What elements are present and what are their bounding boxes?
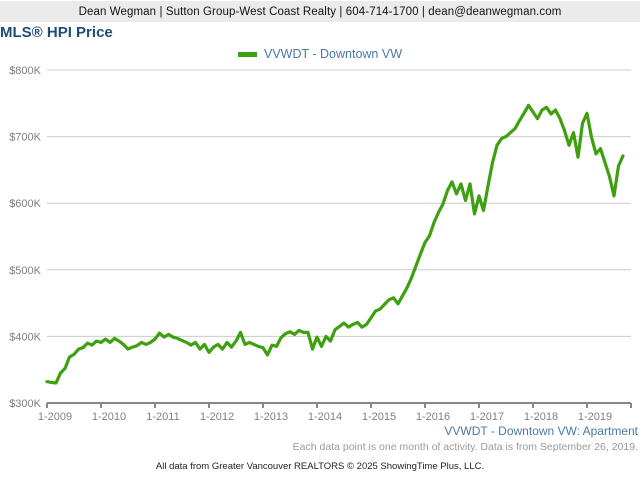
y-axis-tick-label: $600K bbox=[9, 198, 41, 210]
x-axis-tick-label: 1-2009 bbox=[38, 411, 72, 423]
x-axis-tick-label: 1-2017 bbox=[470, 411, 504, 423]
x-axis-tick-label: 1-2011 bbox=[146, 411, 179, 423]
legend-swatch-icon bbox=[238, 51, 257, 57]
contact-line: Dean Wegman | Sutton Group-West Coast Re… bbox=[78, 5, 562, 18]
y-axis-tick-label: $300K bbox=[9, 398, 41, 410]
attribution-line: All data from Greater Vancouver REALTORS… bbox=[155, 461, 485, 472]
page-title: MLS® HPI Price bbox=[0, 24, 113, 41]
header-bar: Dean Wegman | Sutton Group-West Coast Re… bbox=[0, 1, 640, 22]
x-axis-tick-label: 1-2018 bbox=[524, 411, 558, 423]
x-axis-tick-label: 1-2010 bbox=[92, 411, 126, 423]
legend-label: VVWDT - Downtown VW bbox=[264, 47, 402, 61]
series-sublabel: VVWDT - Downtown VW: Apartment bbox=[444, 424, 638, 438]
x-axis-tick-label: 1-2013 bbox=[254, 411, 288, 423]
data-note: Each data point is one month of activity… bbox=[292, 441, 638, 453]
x-axis-tick-label: 1-2016 bbox=[416, 411, 450, 423]
x-axis-tick-label: 1-2019 bbox=[578, 411, 612, 423]
x-axis-tick-label: 1-2012 bbox=[200, 411, 234, 423]
y-axis-tick-label: $500K bbox=[9, 265, 41, 277]
y-axis-tick-label: $400K bbox=[9, 331, 41, 343]
x-axis-tick-label: 1-2015 bbox=[362, 411, 396, 423]
x-axis-tick-label: 1-2014 bbox=[308, 411, 342, 423]
chart-legend: VVWDT - Downtown VW bbox=[0, 47, 640, 61]
price-series-line bbox=[45, 103, 625, 385]
y-axis-tick-label: $800K bbox=[9, 65, 41, 77]
y-axis-tick-label: $700K bbox=[9, 132, 41, 144]
